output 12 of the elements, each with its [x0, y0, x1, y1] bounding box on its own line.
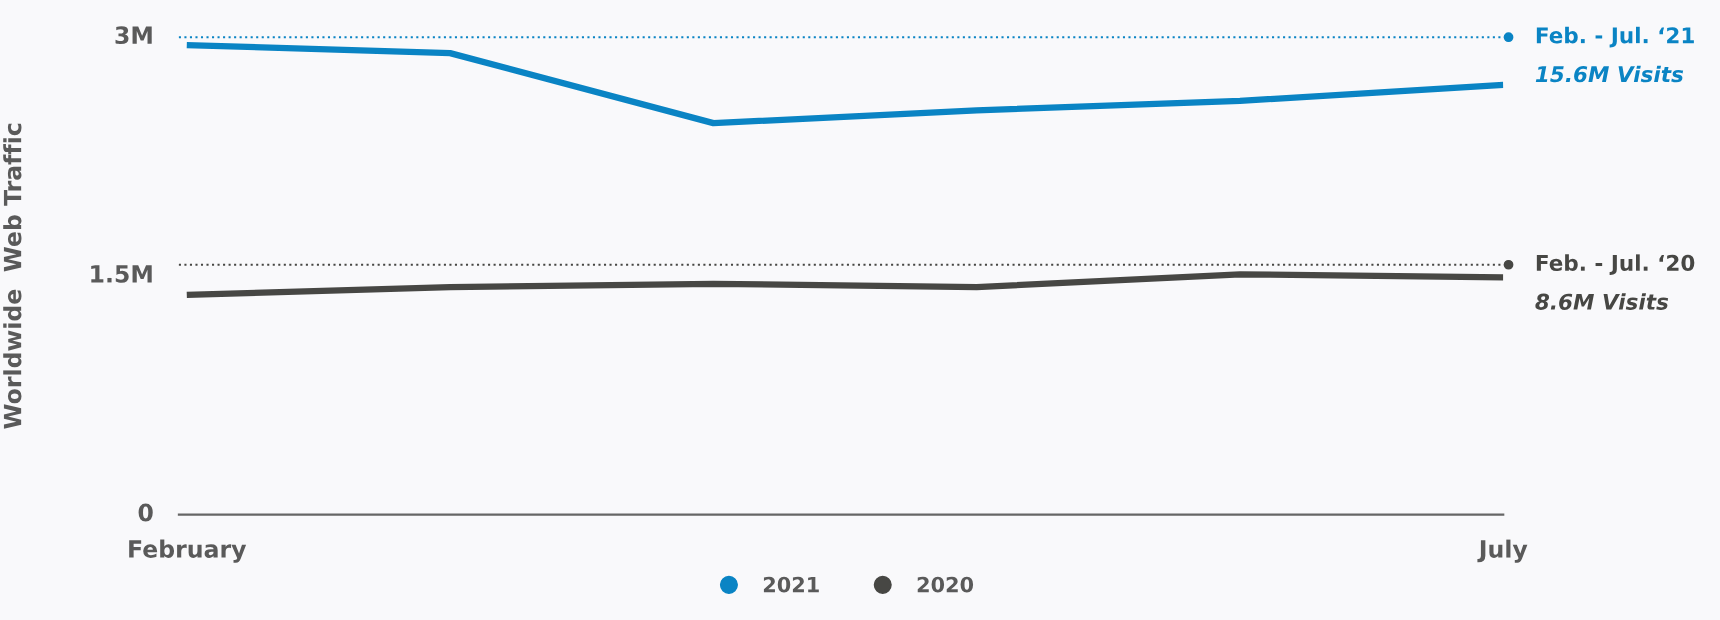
legend-label: 2020 [917, 576, 974, 593]
x-tick-label: July [1477, 539, 1528, 563]
y-tick-label: 3M [115, 26, 152, 45]
y-axis-title: Worldwide Web Traffic [3, 123, 22, 429]
ref-line-label: Feb. - Jul. ‘21 [1536, 26, 1694, 48]
y-tick-label: 1.5M [91, 265, 152, 283]
text: 15.6M Visits [1535, 65, 1684, 83]
ref-line-label: Feb. - Jul. ‘20 [1536, 254, 1695, 276]
text: 8.6M Visits [1535, 293, 1669, 310]
y-tick-label: 0 [138, 503, 153, 522]
x-tick-label: February [129, 539, 247, 563]
legend-label: 2021 [763, 576, 819, 593]
